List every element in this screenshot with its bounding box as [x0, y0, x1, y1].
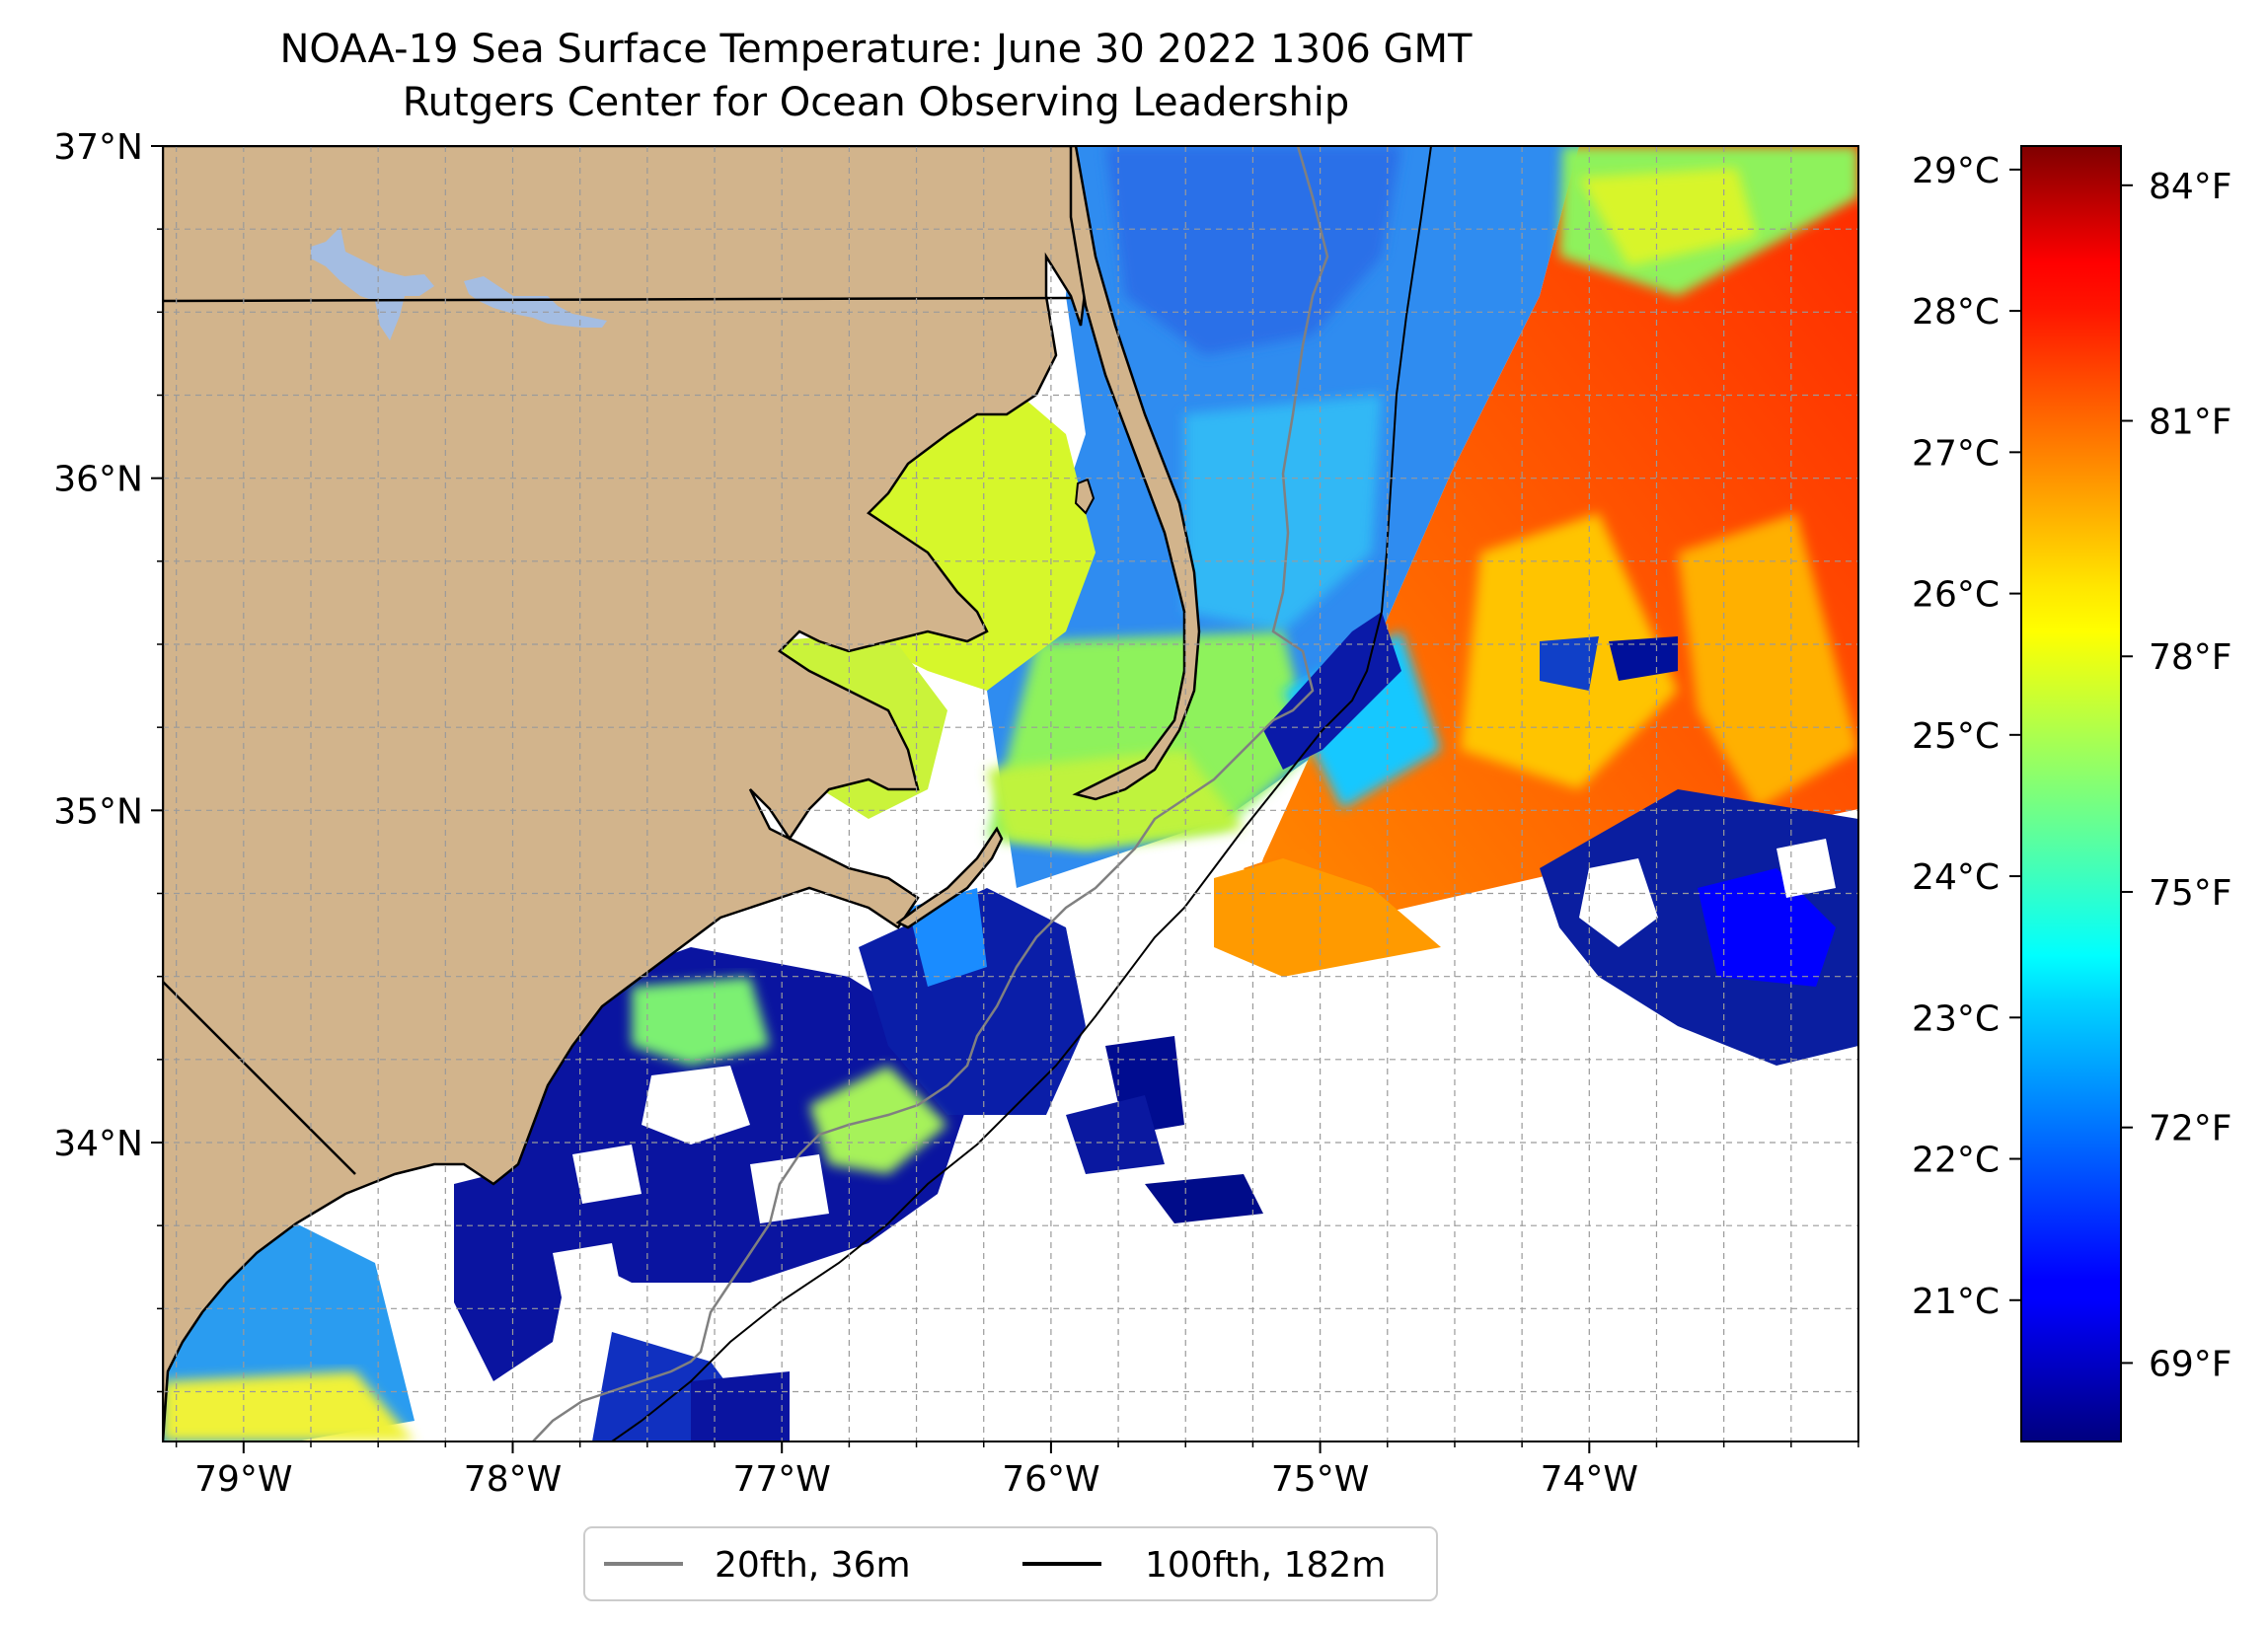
lat-tick-label: 35°N: [53, 791, 143, 832]
colorbar-gradient: [2021, 146, 2121, 1441]
legend-label-100fth: 100fth, 182m: [1145, 1545, 1386, 1586]
colorbar: 84°F 81°F 78°F 75°F 72°F 69°F 29°C 28°C 27°C 26°C…: [1912, 145, 2232, 1442]
title-line-2: Rutgers Center for Ocean Observing Leade…: [402, 80, 1350, 125]
f-tick-label: 81°F: [2149, 403, 2232, 443]
state-borders: [163, 296, 1072, 1175]
lon-tick-label: 77°W: [733, 1459, 831, 1500]
isobath-100fth: [611, 146, 1432, 1441]
lon-tick-label: 78°W: [464, 1459, 562, 1500]
land: [163, 146, 1088, 1441]
f-tick-label: 72°F: [2149, 1109, 2232, 1149]
f-tick-label: 78°F: [2149, 637, 2232, 678]
f-tick-label: 84°F: [2149, 167, 2232, 207]
c-tick-label: 26°C: [1912, 575, 2000, 616]
c-tick-label: 28°C: [1912, 292, 2000, 333]
c-tick-label: 27°C: [1912, 433, 2000, 474]
outer-banks: [1069, 146, 1201, 801]
f-tick-label: 69°F: [2149, 1344, 2232, 1384]
c-tick-label: 21°C: [1912, 1282, 2000, 1322]
lat-tick-label: 37°N: [53, 127, 143, 168]
title-line-1: NOAA-19 Sea Surface Temperature: June 30…: [279, 27, 1473, 72]
lat-tick-label: 34°N: [53, 1124, 143, 1164]
legend-label-20fth: 20fth, 36m: [715, 1545, 911, 1586]
map-frame: [162, 145, 1859, 1442]
sst-map: [163, 146, 1858, 1441]
lat-tick-label: 36°N: [53, 460, 143, 500]
c-tick-label: 23°C: [1912, 998, 2000, 1039]
lon-tick-label: 74°W: [1541, 1459, 1638, 1500]
f-tick-label: 75°F: [2149, 873, 2232, 914]
lon-tick-label: 75°W: [1271, 1459, 1369, 1500]
colorbar-frame: [2020, 145, 2122, 1442]
gridlines: [163, 146, 1858, 1441]
lake-gaston: [311, 227, 434, 340]
colorbar-ticks: 84°F 81°F 78°F 75°F 72°F 69°F 29°C 28°C 27°C 26°C…: [1912, 151, 2231, 1385]
map-axes: 79°W 78°W 77°W 76°W 75°W 74°W 37°N 36°N 35°N 34°N: [53, 127, 1859, 1500]
c-tick-label: 24°C: [1912, 857, 2000, 898]
c-tick-label: 25°C: [1912, 716, 2000, 757]
legend: 20fth, 36m 100fth, 182m: [583, 1526, 1438, 1601]
isobath-20fth: [532, 146, 1329, 1441]
roanoke-island: [1074, 478, 1096, 515]
legend-box: [583, 1526, 1438, 1601]
lon-tick-label: 79°W: [194, 1459, 292, 1500]
c-tick-label: 29°C: [1912, 151, 2000, 191]
c-tick-label: 22°C: [1912, 1141, 2000, 1181]
kerr-lake: [464, 276, 607, 328]
shackleford-banks: [895, 826, 1004, 929]
lon-tick-label: 76°W: [1002, 1459, 1099, 1500]
